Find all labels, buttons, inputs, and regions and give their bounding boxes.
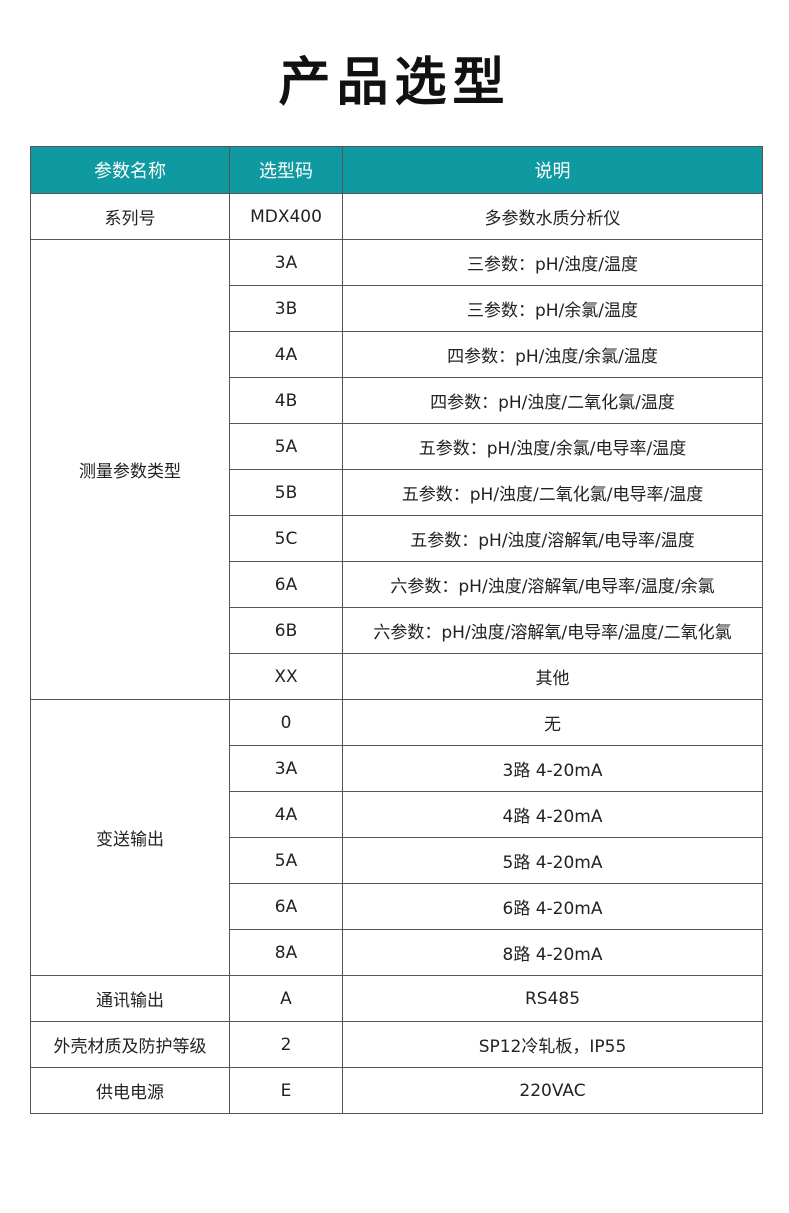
param-name-cell: 外壳材质及防护等级 [30,1021,230,1068]
description-cell: 六参数：pH/浊度/溶解氧/电导率/温度/余氯 [342,561,763,608]
description-cell: 多参数水质分析仪 [342,193,763,240]
table-row: 8A 8路 4-20mA [31,929,763,976]
code-cell: A [229,975,343,1022]
description-cell: 五参数：pH/浊度/二氧化氯/电导率/温度 [342,469,763,516]
page-title: 产品选型 [278,53,511,113]
code-cell: 6B [229,607,343,654]
param-name-cell: 系列号 [30,193,230,240]
code-cell: 4A [229,791,343,838]
code-cell: E [229,1067,343,1114]
code-cell: 5A [229,423,343,470]
table-row: 6A 6路 4-20mA [31,883,763,930]
description-cell: 五参数：pH/浊度/余氯/电导率/温度 [342,423,763,470]
table-row: 外壳材质及防护等级 2 SP12冷轧板，IP55 [30,1021,763,1068]
param-name-cell: 变送输出 [30,699,230,976]
table-row: 通讯输出 A RS485 [30,975,763,1022]
description-cell: SP12冷轧板，IP55 [342,1021,763,1068]
header-code: 选型码 [229,146,343,194]
description-cell: 其他 [342,653,763,700]
table-row: 5A 5路 4-20mA [31,837,763,884]
param-name-cell: 通讯输出 [30,975,230,1022]
table-row: 5B 五参数：pH/浊度/二氧化氯/电导率/温度 [31,469,763,516]
description-cell: 六参数：pH/浊度/溶解氧/电导率/温度/二氧化氯 [342,607,763,654]
table-row: 供电电源 E 220VAC [30,1067,763,1114]
code-cell: 2 [229,1021,343,1068]
table-row: 5A 五参数：pH/浊度/余氯/电导率/温度 [31,423,763,470]
table-row: 6A 六参数：pH/浊度/溶解氧/电导率/温度/余氯 [31,561,763,608]
code-cell: 5C [229,515,343,562]
code-cell: 5B [229,469,343,516]
header-description: 说明 [342,146,763,194]
code-cell: 3B [229,285,343,332]
description-cell: 三参数：pH/浊度/温度 [342,239,763,286]
code-cell: 4A [229,331,343,378]
param-name-cell: 供电电源 [30,1067,230,1114]
param-name-cell: 测量参数类型 [30,239,230,700]
code-cell: XX [229,653,343,700]
description-cell: 四参数：pH/浊度/余氯/温度 [342,331,763,378]
description-cell: 4路 4-20mA [342,791,763,838]
description-cell: 6路 4-20mA [342,883,763,930]
code-cell: 3A [229,239,343,286]
table-row: 3A 3路 4-20mA [31,745,763,792]
code-cell: 6A [229,883,343,930]
description-cell: 5路 4-20mA [342,837,763,884]
code-cell: 3A [229,745,343,792]
description-cell: RS485 [342,975,763,1022]
code-cell: 0 [229,699,343,746]
code-cell: 4B [229,377,343,424]
code-cell: MDX400 [229,193,343,240]
description-cell: 无 [342,699,763,746]
description-cell: 8路 4-20mA [342,929,763,976]
description-cell: 3路 4-20mA [342,745,763,792]
table-header: 参数名称 选型码 说明 [30,146,763,194]
table-row: 4A 四参数：pH/浊度/余氯/温度 [31,331,763,378]
header-param-name: 参数名称 [30,146,230,194]
table-row: 4A 4路 4-20mA [31,791,763,838]
table-row: 测量参数类型 3A 三参数：pH/浊度/温度 [30,239,763,700]
table-row: 6B 六参数：pH/浊度/溶解氧/电导率/温度/二氧化氯 [31,607,763,654]
code-cell: 5A [229,837,343,884]
description-cell: 三参数：pH/余氯/温度 [342,285,763,332]
description-cell: 220VAC [342,1067,763,1114]
table-row: 系列号 MDX400 多参数水质分析仪 [30,193,763,240]
code-cell: 8A [229,929,343,976]
table-row: 5C 五参数：pH/浊度/溶解氧/电导率/温度 [31,515,763,562]
table-row: 3B 三参数：pH/余氯/温度 [31,285,763,332]
description-cell: 五参数：pH/浊度/溶解氧/电导率/温度 [342,515,763,562]
table-row: 变送输出 0 无 [30,699,763,976]
description-cell: 四参数：pH/浊度/二氧化氯/温度 [342,377,763,424]
table-row: 4B 四参数：pH/浊度/二氧化氯/温度 [31,377,763,424]
selection-table: 参数名称 选型码 说明 系列号 MDX400 多参数水质分析仪 测量参数类型 3A 三参数… [30,146,763,1114]
code-cell: 6A [229,561,343,608]
